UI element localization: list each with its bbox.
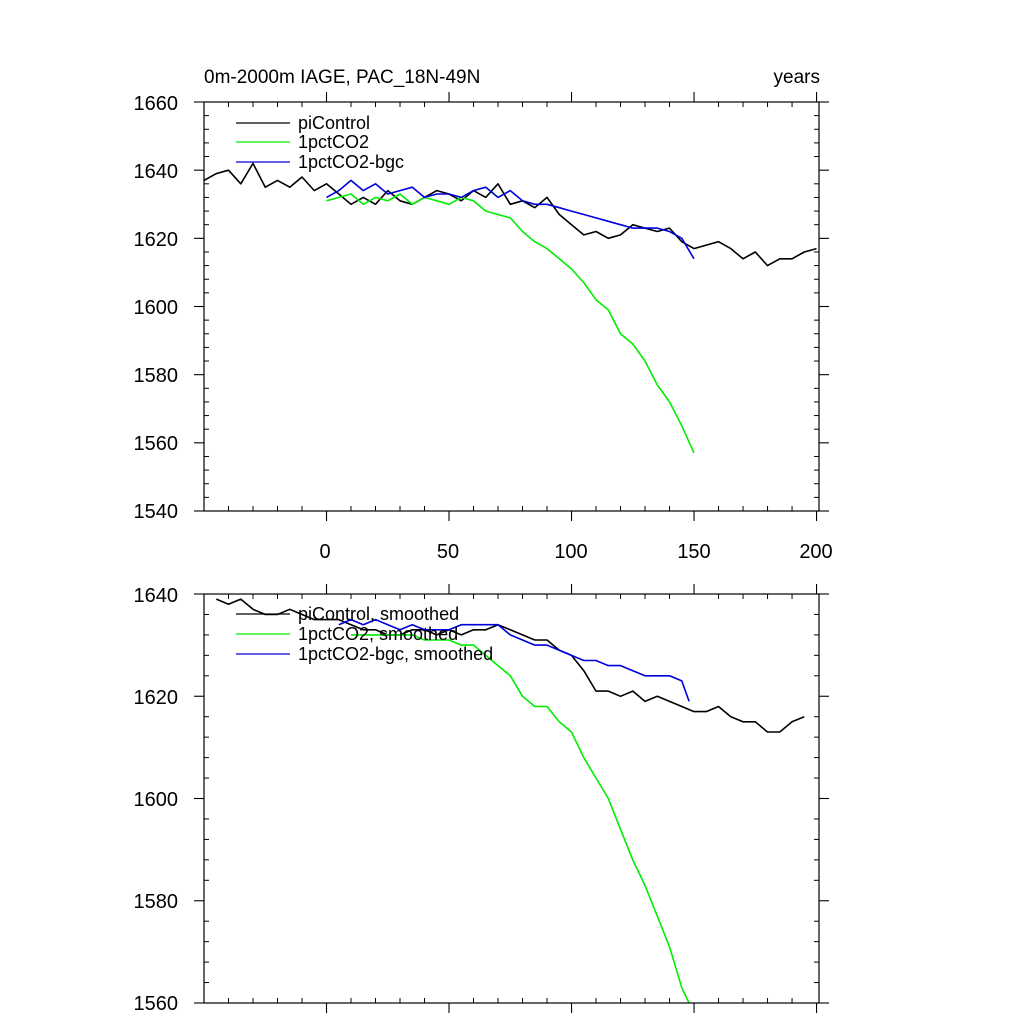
top-xtick-label: 200 <box>799 541 832 563</box>
top-ytick-label: 1620 <box>134 229 179 251</box>
top-xtick-label: 150 <box>677 541 710 563</box>
bottom-series-group <box>215 598 805 1003</box>
top-ytick-label: 1560 <box>134 433 179 455</box>
bottom-legend: piControl, smoothed 1pctCO2, smoothed 1p… <box>236 604 493 664</box>
top-series-lines <box>204 162 817 454</box>
bottom-ytick-label: 1620 <box>134 687 179 709</box>
top-xtick-label: 0 <box>319 541 330 563</box>
legend-label-picontrol: piControl <box>298 113 370 133</box>
bottom-series-line-picontrol-smoothed <box>215 598 805 733</box>
top-chart-units: years <box>774 67 820 88</box>
legend-label-picontrol-smoothed: piControl, smoothed <box>298 604 459 624</box>
top-ytick-label: 1540 <box>134 501 179 523</box>
bottom-plot-frame <box>203 593 820 1004</box>
top-chart-title: 0m-2000m IAGE, PAC_18N-49N <box>204 67 480 88</box>
top-axis-ticks <box>194 92 829 521</box>
top-xtick-label: 100 <box>554 541 587 563</box>
top-series-group <box>204 162 817 454</box>
top-series-line-picontrol <box>204 162 817 267</box>
bottom-series-line-1pctco2-smoothed <box>351 634 690 1003</box>
top-ytick-label: 1580 <box>134 365 179 387</box>
bottom-series-line-1pctco2-bgc-smoothed <box>338 618 690 702</box>
bottom-panel: 1640 1620 1600 1580 1560 piControl, smoo… <box>134 584 829 1015</box>
top-series-line-1pctco2 <box>326 193 695 454</box>
legend-label-1pctco2-bgc-smoothed: 1pctCO2-bgc, smoothed <box>298 644 493 664</box>
top-ytick-label: 1640 <box>134 161 179 183</box>
top-xtick-label: 50 <box>437 541 459 563</box>
top-ytick-label: 1660 <box>134 93 179 115</box>
top-panel: 0m-2000m IAGE, PAC_18N-49N years 1660 16… <box>134 67 833 563</box>
bottom-axis-ticks <box>194 584 829 1013</box>
bottom-ytick-label: 1600 <box>134 789 179 811</box>
legend-label-1pctco2-bgc: 1pctCO2-bgc <box>298 152 404 172</box>
top-legend: piControl 1pctCO2 1pctCO2-bgc <box>236 113 404 172</box>
legend-label-1pctco2-smoothed: 1pctCO2, smoothed <box>298 624 458 644</box>
bottom-ytick-label: 1640 <box>134 585 179 607</box>
top-series-line-1pctco2-bgc <box>326 179 695 260</box>
top-ytick-label: 1600 <box>134 297 179 319</box>
top-plot-frame <box>203 101 820 512</box>
bottom-series-lines <box>215 598 805 1003</box>
bottom-ytick-label: 1580 <box>134 891 179 913</box>
bottom-ytick-label: 1560 <box>134 993 179 1015</box>
legend-label-1pctco2: 1pctCO2 <box>298 132 369 152</box>
